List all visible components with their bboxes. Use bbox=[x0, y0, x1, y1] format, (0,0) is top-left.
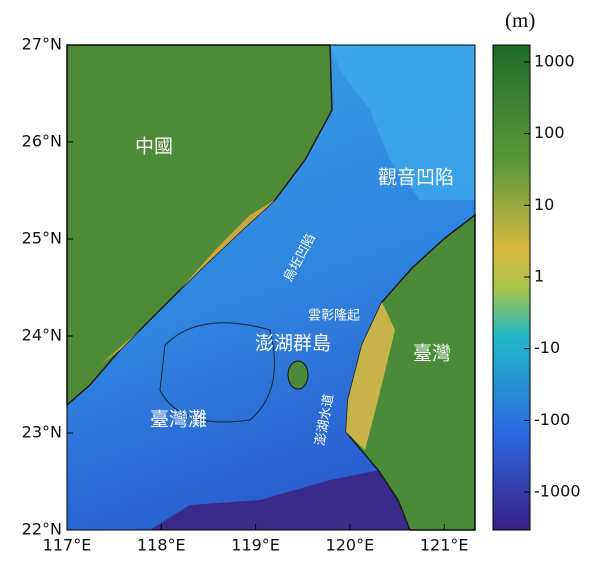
colorbar-label: 1000 bbox=[534, 52, 575, 71]
place-label: 中國 bbox=[135, 136, 173, 158]
x-tick-label: 119°E bbox=[231, 536, 280, 555]
colorbar-label: 10 bbox=[534, 195, 554, 214]
colorbar-label: -100 bbox=[534, 410, 570, 429]
x-tick-label: 120°E bbox=[326, 536, 375, 555]
place-label: 臺灣灘 bbox=[150, 409, 207, 431]
colorbar-label: 1 bbox=[534, 267, 544, 286]
y-tick-label: 26°N bbox=[22, 132, 62, 151]
penghu-island bbox=[288, 361, 308, 389]
y-tick-label: 25°N bbox=[22, 229, 62, 248]
colorbar-label: 100 bbox=[534, 123, 565, 142]
y-tick-label: 27°N bbox=[22, 35, 62, 54]
figure: 中國 觀音凹陷 烏坵凹陷 雲彰隆起 澎湖群島 臺灣 臺灣灘 澎湖水道 (m) 1… bbox=[0, 0, 594, 558]
colorbar bbox=[493, 45, 530, 530]
place-label: 臺灣 bbox=[413, 343, 451, 365]
place-label: 雲彰隆起 bbox=[308, 308, 360, 324]
y-tick-label: 22°N bbox=[22, 520, 62, 539]
colorbar-label: -1000 bbox=[534, 482, 581, 501]
x-tick-label: 121°E bbox=[420, 536, 469, 555]
y-tick-label: 24°N bbox=[22, 326, 62, 345]
y-tick-label: 23°N bbox=[22, 423, 62, 442]
colorbar-label: -10 bbox=[534, 338, 560, 357]
x-tick-label: 118°E bbox=[137, 536, 186, 555]
unit-label: (m) bbox=[505, 8, 535, 32]
map bbox=[67, 45, 475, 530]
place-label: 觀音凹陷 bbox=[378, 167, 454, 189]
place-label: 澎湖群島 bbox=[255, 333, 331, 355]
